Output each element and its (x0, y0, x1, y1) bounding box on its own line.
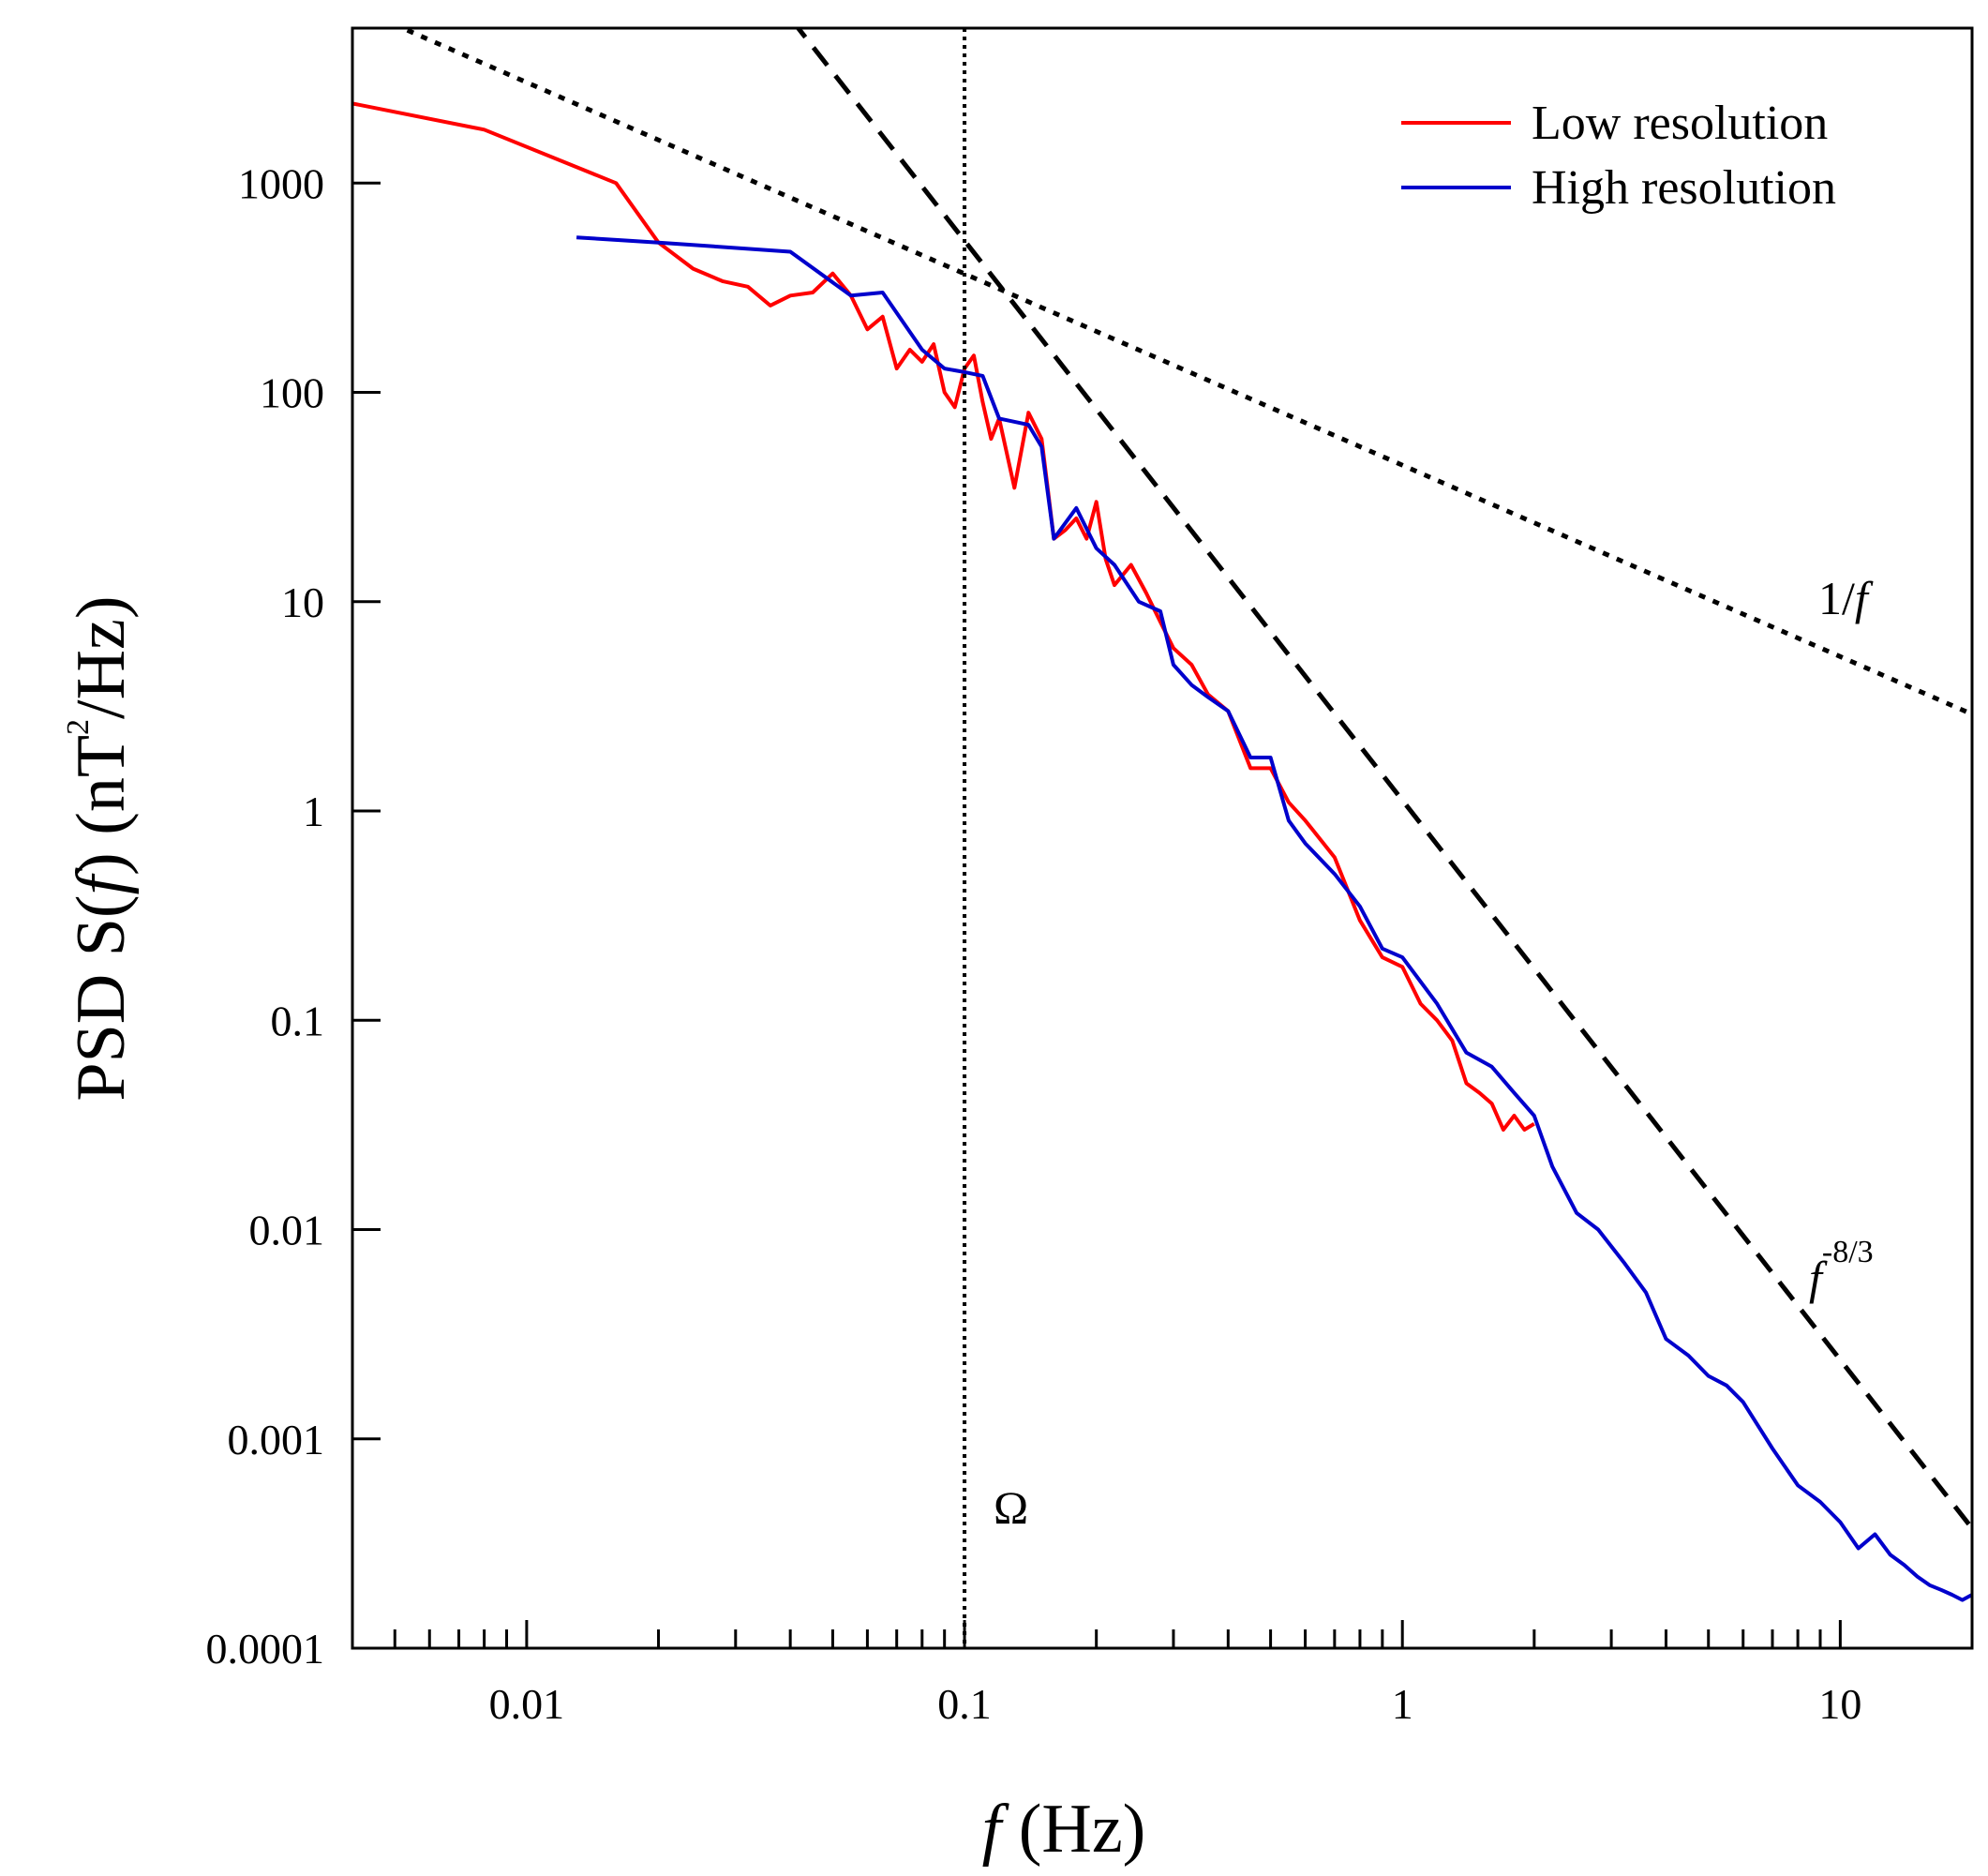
y-tick-label: 1000 (238, 159, 324, 207)
x-tick-label: 0.1 (937, 1680, 992, 1728)
plot-frame (351, 26, 1974, 1650)
legend-label-high: High resolution (1532, 161, 1836, 215)
data-curves (352, 101, 1972, 1602)
x-axis-ticks (351, 1620, 1974, 1648)
x-tick-label: 1 (1392, 1680, 1413, 1728)
x-tick-label: 0.01 (489, 1680, 565, 1728)
ref-label-f-minus-8-3: f-8/3 (1809, 1235, 1874, 1304)
ref-label-one-over-f: 1/f (1818, 572, 1874, 624)
y-tick-label: 100 (260, 369, 324, 417)
x-axis-tick-labels: 0.01 0.1 1 10 (489, 1680, 1862, 1728)
ref-line-f-minus-8-3 (795, 28, 1972, 1530)
y-tick-label: 10 (281, 578, 324, 626)
legend-label-low: Low resolution (1532, 97, 1828, 150)
legend: Low resolution High resolution (1401, 97, 1836, 215)
reference-lines (396, 28, 1972, 1648)
y-axis-title: PSD S(f) (nT2/Hz) (61, 595, 140, 1101)
y-tick-label: 0.01 (249, 1207, 325, 1254)
y-tick-label: 1 (303, 788, 324, 835)
y-tick-label: 0.001 (228, 1416, 325, 1463)
y-tick-label: 0.0001 (206, 1625, 325, 1673)
y-axis-tick-labels: 0.0001 0.001 0.01 0.1 1 10 100 1000 (206, 159, 325, 1673)
series-line-low-resolution (352, 101, 1535, 1132)
omega-label: Ω (994, 1481, 1028, 1534)
x-axis-title: f (Hz) (982, 1791, 1146, 1868)
y-tick-label: 0.1 (271, 997, 325, 1044)
x-tick-label: 10 (1818, 1680, 1861, 1728)
y-axis-ticks (352, 181, 381, 1650)
ref-line-one-over-f (396, 28, 1972, 717)
series-line-high-resolution (575, 235, 1972, 1602)
